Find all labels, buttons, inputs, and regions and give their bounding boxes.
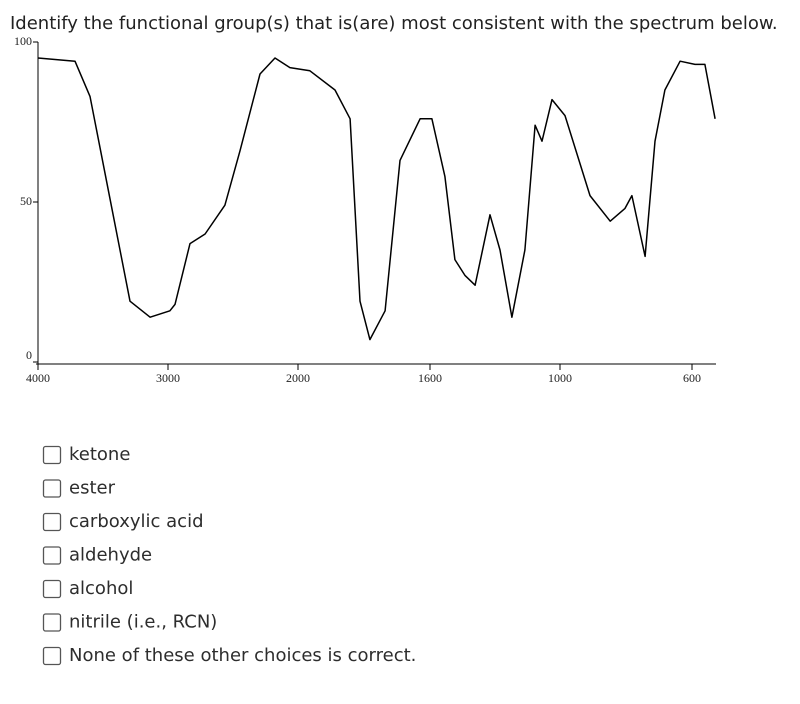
option-label[interactable]: ketone — [69, 444, 130, 465]
checkbox[interactable] — [42, 445, 62, 465]
checkbox[interactable] — [42, 479, 62, 498]
option-label[interactable]: carboxylic acid — [69, 511, 204, 532]
x-tick-label: 4000 — [26, 371, 50, 385]
spectrum-line — [37, 57, 716, 341]
question: Identify the functional group(s) that is… — [10, 13, 778, 34]
option-label[interactable]: aldehyde — [69, 545, 152, 566]
x-tick-label: 3000 — [156, 371, 180, 385]
option-label[interactable]: alcohol — [69, 578, 133, 599]
chart: 0 50 100 4000 3000 2000 1600 1000 600 — [14, 34, 716, 385]
checkbox[interactable] — [42, 646, 62, 666]
option-label[interactable]: ester — [69, 478, 116, 499]
y-tick-label: 0 — [26, 348, 32, 362]
checkbox[interactable] — [42, 579, 62, 599]
options: ketone ester carboxylic acid aldehyde alcoho… — [42, 444, 416, 666]
option-label[interactable]: None of these other choices is correct. — [69, 645, 416, 666]
x-tick-label: 1000 — [548, 371, 572, 385]
option-label[interactable]: nitrile (i.e., RCN) — [69, 612, 217, 633]
checkbox[interactable] — [42, 613, 62, 632]
x-tick-label: 600 — [683, 371, 701, 385]
y-tick-label: 100 — [14, 34, 32, 48]
x-tick-label: 2000 — [286, 371, 310, 385]
checkbox[interactable] — [42, 512, 62, 532]
y-tick-label: 50 — [20, 194, 32, 208]
checkbox[interactable] — [42, 546, 62, 565]
x-tick-label: 1600 — [418, 371, 442, 385]
